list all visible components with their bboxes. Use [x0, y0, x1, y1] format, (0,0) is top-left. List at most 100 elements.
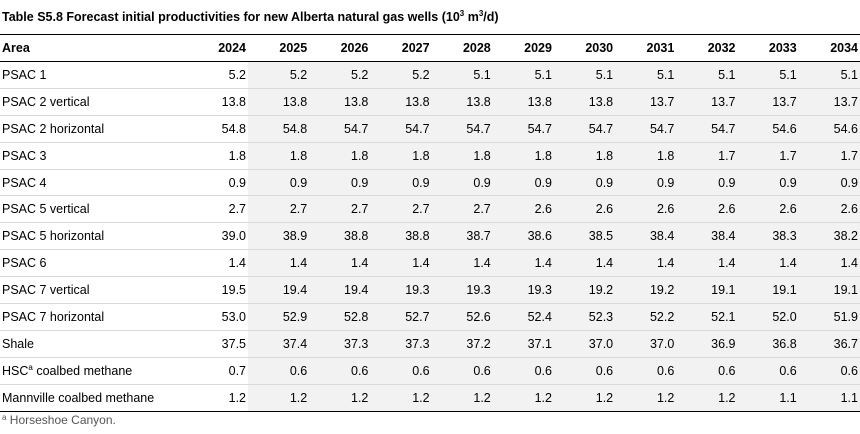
value-cell: 54.8: [186, 115, 249, 143]
value-cell: 5.1: [615, 61, 677, 89]
value-cell: 52.9: [248, 303, 310, 331]
value-cell: 19.4: [248, 276, 310, 305]
value-cell: 1.2: [370, 384, 432, 412]
value-cell: 13.8: [309, 88, 371, 116]
table-title: Table S5.8 Forecast initial productiviti…: [2, 4, 499, 30]
value-cell: 19.4: [309, 276, 371, 305]
area-cell: HSCa coalbed methane: [0, 357, 187, 385]
year-column-header: 2032: [676, 34, 738, 62]
value-cell: 2.7: [370, 195, 432, 224]
value-cell: 19.3: [492, 276, 554, 305]
year-column-header: 2027: [370, 34, 432, 62]
value-cell: 13.8: [248, 88, 310, 116]
area-label: PSAC 1: [2, 67, 47, 82]
value-cell: 5.2: [186, 61, 249, 89]
value-cell: 52.7: [370, 303, 432, 331]
value-cell: 37.3: [309, 330, 371, 358]
value-cell: 13.7: [737, 88, 799, 116]
value-cell: 0.9: [492, 169, 554, 197]
value-cell: 1.2: [309, 384, 371, 412]
value-cell: 38.5: [553, 222, 616, 251]
value-cell: 1.2: [248, 384, 310, 412]
table-row: PSAC 7 horizontal 53.0 52.9 52.8 52.7 52.6 52.…: [0, 303, 860, 331]
value-cell: 0.9: [431, 169, 493, 197]
value-cell: 54.8: [248, 115, 310, 143]
value-cell: 0.9: [553, 169, 616, 197]
value-cell: 1.8: [186, 142, 249, 170]
area-cell: PSAC 7 vertical: [0, 276, 187, 305]
value-cell: 13.8: [492, 88, 554, 116]
area-label: PSAC 2 horizontal: [2, 121, 105, 136]
value-cell: 1.8: [615, 142, 677, 170]
value-cell: 13.8: [431, 88, 493, 116]
value-cell: 5.2: [248, 61, 310, 89]
table-row: Shale 37.5 37.4 37.3 37.3 37.2 37.1 37.0 37.0 36.…: [0, 330, 860, 358]
value-cell: 2.6: [798, 195, 860, 224]
area-cell: PSAC 2 vertical: [0, 88, 187, 116]
table-row: PSAC 1 5.2 5.2 5.2 5.2 5.1 5.1 5.1 5.1 5.1 5.1 5.1: [0, 61, 860, 89]
value-cell: 1.4: [431, 249, 493, 278]
value-cell: 0.9: [248, 169, 310, 197]
year-column-header: 2029: [492, 34, 554, 62]
area-label: PSAC 6: [2, 256, 47, 271]
year-column-header: 2024: [186, 34, 249, 62]
title-prefix: Table S5.8 Forecast initial productiviti…: [2, 10, 460, 24]
value-cell: 0.6: [309, 357, 371, 385]
value-cell: 2.6: [676, 195, 738, 224]
area-cell: PSAC 7 horizontal: [0, 303, 187, 331]
footnote: a Horseshoe Canyon.: [2, 413, 116, 427]
value-cell: 13.8: [370, 88, 432, 116]
value-cell: 5.1: [431, 61, 493, 89]
value-cell: 37.3: [370, 330, 432, 358]
year-column-header: 2025: [248, 34, 310, 62]
value-cell: 1.2: [492, 384, 554, 412]
value-cell: 36.9: [676, 330, 738, 358]
area-label: Shale: [2, 336, 34, 351]
value-cell: 1.4: [492, 249, 554, 278]
value-cell: 52.0: [737, 303, 799, 331]
year-column-header: 2030: [553, 34, 616, 62]
value-cell: 0.9: [370, 169, 432, 197]
year-column-header: 2026: [309, 34, 371, 62]
value-cell: 2.6: [492, 195, 554, 224]
value-cell: 37.1: [492, 330, 554, 358]
value-cell: 13.7: [798, 88, 860, 116]
value-cell: 52.3: [553, 303, 616, 331]
area-label-suffix: coalbed methane: [32, 363, 133, 378]
area-label: HSC: [2, 363, 29, 378]
value-cell: 19.2: [553, 276, 616, 305]
value-cell: 38.3: [737, 222, 799, 251]
value-cell: 1.4: [676, 249, 738, 278]
value-cell: 2.7: [248, 195, 310, 224]
value-cell: 36.7: [798, 330, 860, 358]
value-cell: 0.6: [370, 357, 432, 385]
area-column-header: Area: [0, 34, 187, 62]
value-cell: 1.2: [553, 384, 616, 412]
year-column-header: 2028: [431, 34, 493, 62]
value-cell: 0.6: [248, 357, 310, 385]
value-cell: 38.9: [248, 222, 310, 251]
value-cell: 19.3: [431, 276, 493, 305]
area-cell: PSAC 3: [0, 142, 187, 170]
value-cell: 1.2: [431, 384, 493, 412]
year-column-header: 2031: [615, 34, 677, 62]
value-cell: 0.6: [676, 357, 738, 385]
value-cell: 38.8: [370, 222, 432, 251]
value-cell: 54.7: [370, 115, 432, 143]
value-cell: 5.1: [492, 61, 554, 89]
value-cell: 53.0: [186, 303, 249, 331]
value-cell: 37.0: [553, 330, 616, 358]
table-row: PSAC 6 1.4 1.4 1.4 1.4 1.4 1.4 1.4 1.4 1.4 1.4 1.4: [0, 249, 860, 278]
value-cell: 0.9: [676, 169, 738, 197]
title-suffix: /d): [483, 10, 499, 24]
value-cell: 1.4: [615, 249, 677, 278]
value-cell: 2.6: [553, 195, 616, 224]
value-cell: 52.6: [431, 303, 493, 331]
value-cell: 1.4: [309, 249, 371, 278]
value-cell: 0.7: [186, 357, 249, 385]
value-cell: 2.7: [309, 195, 371, 224]
value-cell: 1.2: [186, 384, 249, 412]
value-cell: 37.2: [431, 330, 493, 358]
value-cell: 2.6: [615, 195, 677, 224]
value-cell: 13.8: [553, 88, 616, 116]
